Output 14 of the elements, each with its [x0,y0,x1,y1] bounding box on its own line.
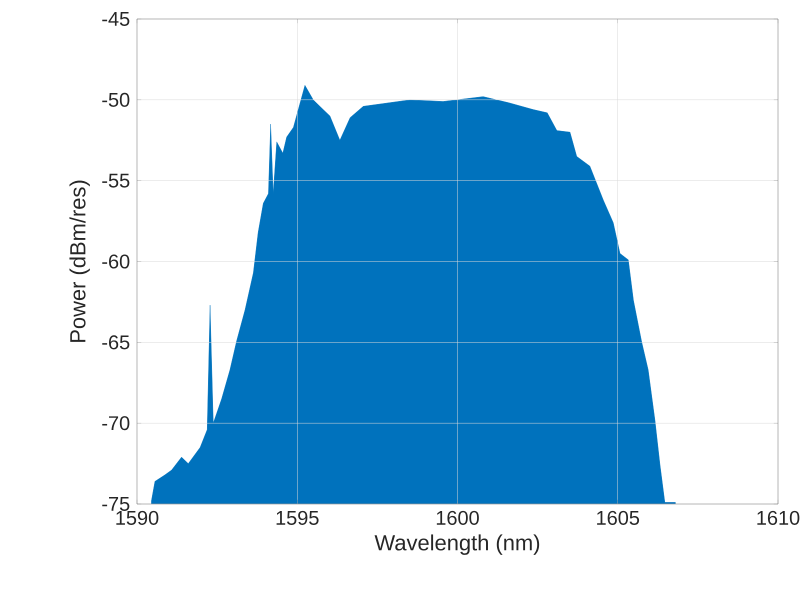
y-tick-label: -55 [102,174,130,188]
x-tick-label: 1600 [436,510,479,525]
y-tick-label: -60 [102,254,130,269]
y-tick-label: -65 [102,335,130,350]
x-tick-label: 1605 [597,510,640,525]
y-tick-label: -70 [102,416,130,430]
y-tick-label: -45 [102,12,130,26]
x-axis-title: Wavelength (nm) [374,534,540,555]
x-tick-label: 1590 [116,510,158,525]
y-tick-label: -50 [102,92,130,107]
x-tick-label: 1610 [757,510,800,525]
x-tick-label: 1595 [276,510,319,525]
y-tick-label: -75 [102,497,130,511]
y-axis-title: Power (dBm/res) [69,180,90,342]
